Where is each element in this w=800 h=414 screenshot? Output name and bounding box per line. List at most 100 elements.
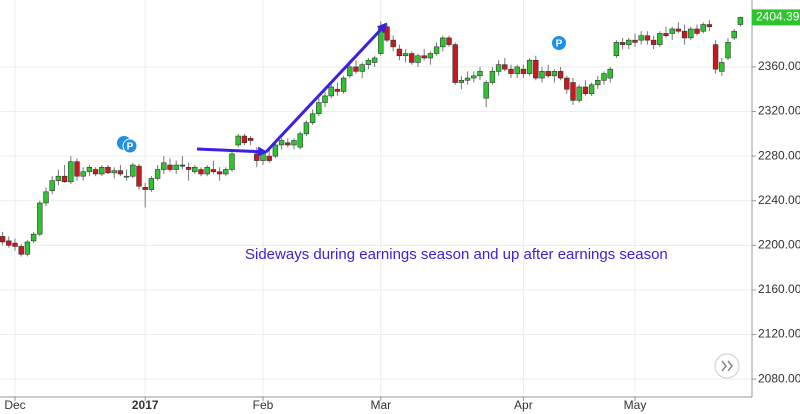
candle-body: [24, 241, 31, 255]
x-tick-label: 2017: [132, 398, 159, 412]
candle-body: [303, 122, 310, 135]
candle-body: [520, 68, 527, 74]
candle-body: [638, 35, 644, 41]
candle-body: [192, 166, 198, 173]
candle-body: [663, 33, 669, 36]
candle-body: [477, 71, 483, 77]
candle-body: [719, 62, 725, 72]
candle-body: [731, 30, 737, 39]
candle-body: [440, 37, 446, 48]
candle-body: [582, 86, 589, 94]
candle-body: [489, 71, 496, 83]
candle-body: [626, 39, 632, 45]
candle-body: [6, 240, 12, 246]
candle-body: [18, 246, 24, 255]
candle-body: [43, 191, 49, 204]
candle-body: [347, 66, 353, 77]
candle-body: [105, 166, 111, 174]
candle-body: [61, 175, 68, 183]
candle-body: [297, 133, 303, 148]
x-tick-label: Dec: [4, 398, 25, 412]
arrow: [196, 146, 268, 157]
candle-body: [136, 165, 142, 187]
candle-body: [533, 59, 539, 79]
candle-body: [12, 242, 18, 247]
candle-body: [371, 57, 378, 63]
candle-body: [123, 175, 130, 178]
x-tick-label: May: [624, 398, 647, 412]
scroll-button[interactable]: [714, 353, 740, 379]
candle-body: [508, 68, 514, 74]
candle-body: [179, 164, 186, 167]
candle-body: [359, 64, 365, 72]
button-circle[interactable]: [714, 353, 740, 379]
candle-body: [92, 169, 99, 175]
candle-body: [433, 46, 440, 54]
candle-body: [396, 48, 403, 57]
candle-body: [285, 142, 291, 146]
candle-body: [316, 102, 322, 115]
candle-body: [80, 171, 86, 177]
candle-body: [340, 77, 347, 92]
candle-body: [210, 169, 217, 173]
candle-body: [557, 71, 564, 79]
candle-body: [688, 28, 694, 39]
y-tick-label: 2080.00: [758, 371, 800, 385]
y-tick-label: 2120.00: [758, 327, 800, 341]
candle-body: [619, 42, 626, 45]
candle-body: [266, 155, 272, 161]
candle-body: [272, 144, 279, 157]
candle-body: [309, 113, 316, 123]
x-tick-label: Mar: [370, 398, 391, 412]
candle-body: [452, 44, 458, 83]
x-tick-label: Feb: [253, 398, 274, 412]
candle-body: [402, 53, 409, 57]
candle-body: [601, 73, 607, 81]
y-tick-label: 2280.00: [758, 148, 800, 162]
candle-body: [328, 86, 334, 97]
candle-body: [700, 24, 706, 32]
y-tick-label: 2200.00: [758, 238, 800, 252]
candle-body: [514, 66, 520, 74]
candle-body: [161, 162, 167, 170]
y-tick-label: 2240.00: [758, 193, 800, 207]
candle-body: [142, 187, 148, 190]
y-tick-label: 2360.00: [758, 59, 800, 73]
candle-body: [471, 75, 477, 79]
candle-body: [657, 33, 663, 45]
candle-body: [254, 153, 260, 161]
candle-body: [322, 95, 328, 103]
candle-body: [607, 68, 613, 79]
candle-body: [545, 71, 551, 77]
candle-body: [681, 30, 688, 39]
x-tick-label: Apr: [514, 398, 533, 412]
candle-body: [427, 53, 434, 59]
candle-body: [278, 140, 285, 146]
event-marker[interactable]: [122, 138, 138, 154]
candle-body: [706, 24, 713, 28]
candle-body: [421, 55, 427, 59]
event-marker[interactable]: [552, 36, 566, 50]
candle-body: [291, 140, 297, 146]
price-tag: [752, 9, 800, 26]
y-tick-label: 2320.00: [758, 104, 800, 118]
candle-body: [464, 77, 471, 81]
candle-body: [235, 135, 241, 146]
candle-body: [675, 28, 682, 32]
candle-body: [68, 161, 74, 183]
candle-body: [595, 79, 601, 86]
candle-body: [353, 66, 359, 72]
candle-body: [37, 202, 43, 235]
candle-body: [564, 77, 570, 90]
price-tag-label: 2404.39: [756, 10, 800, 24]
button-icon: [721, 360, 733, 372]
candle-body: [570, 82, 576, 101]
candle-body: [694, 28, 700, 34]
candle-body: [223, 169, 229, 175]
candle-body: [334, 88, 341, 92]
candle-body: [539, 71, 545, 79]
candle-body: [30, 233, 37, 242]
y-tick-label: 2160.00: [758, 282, 800, 296]
candle-body: [495, 64, 502, 72]
